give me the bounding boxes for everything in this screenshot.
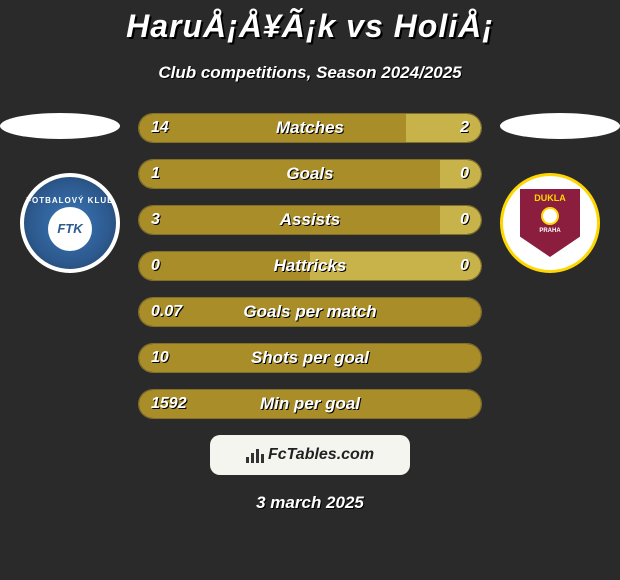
bars-icon xyxy=(246,447,264,463)
badge-right-name: DUKLA xyxy=(534,193,566,203)
badge-left-arc: FOTBALOVÝ KLUB xyxy=(26,196,114,205)
team-badge-left: FOTBALOVÝ KLUB FTK xyxy=(20,173,120,273)
stat-value-left: 1592 xyxy=(151,395,187,413)
stat-label: Assists xyxy=(280,210,340,230)
stat-seg-left xyxy=(139,114,406,142)
stat-value-right: 0 xyxy=(460,257,469,275)
stat-seg-right xyxy=(406,114,481,142)
stat-row-hattricks: 0 0 Hattricks xyxy=(138,251,482,281)
stat-label: Matches xyxy=(276,118,344,138)
stat-value-right: 2 xyxy=(460,119,469,137)
stat-value-left: 10 xyxy=(151,349,169,367)
stat-label: Shots per goal xyxy=(251,348,369,368)
bars-icon-bar xyxy=(251,453,254,463)
comparison-container: FOTBALOVÝ KLUB FTK DUKLA PRAHA 14 2 Matche… xyxy=(0,113,620,419)
page-title: HaruÅ¡Å¥Ã¡k vs HoliÅ¡ xyxy=(0,0,620,45)
badge-right-sub: PRAHA xyxy=(539,228,560,234)
stat-value-left: 14 xyxy=(151,119,169,137)
ball-icon xyxy=(541,207,559,225)
bars-icon-bar xyxy=(246,457,249,463)
stat-row-goals: 1 0 Goals xyxy=(138,159,482,189)
stat-bars: 142Matches10Goals30Assists00Hattricks0.0… xyxy=(138,113,482,419)
player-ellipse-left xyxy=(0,113,120,139)
stat-row-matches: 14 2 Matches xyxy=(138,113,482,143)
footer-date: 3 march 2025 xyxy=(0,493,620,513)
player-ellipse-right xyxy=(500,113,620,139)
stat-value-right: 0 xyxy=(460,211,469,229)
stat-value-left: 3 xyxy=(151,211,160,229)
bars-icon-bar xyxy=(261,454,264,463)
stat-label: Min per goal xyxy=(260,394,360,414)
stat-value-left: 0.07 xyxy=(151,303,182,321)
stat-value-left: 1 xyxy=(151,165,160,183)
bars-icon-bar xyxy=(256,449,259,463)
stat-value-left: 0 xyxy=(151,257,160,275)
page-subtitle: Club competitions, Season 2024/2025 xyxy=(0,63,620,83)
stat-row-goals-per-match: 0.07 Goals per match xyxy=(138,297,482,327)
stat-value-right: 0 xyxy=(460,165,469,183)
stat-row-assists: 3 0 Assists xyxy=(138,205,482,235)
badge-left-abbrev: FTK xyxy=(48,207,92,251)
brand-pill: FcTables.com xyxy=(210,435,410,475)
badge-right-shield: DUKLA PRAHA xyxy=(520,189,580,257)
stat-label: Goals xyxy=(286,164,333,184)
stat-row-shots-per-goal: 10 Shots per goal xyxy=(138,343,482,373)
stat-row-min-per-goal: 1592 Min per goal xyxy=(138,389,482,419)
team-badge-right: DUKLA PRAHA xyxy=(500,173,600,273)
stat-label: Goals per match xyxy=(243,302,376,322)
brand-text: FcTables.com xyxy=(268,446,374,464)
stat-label: Hattricks xyxy=(274,256,347,276)
